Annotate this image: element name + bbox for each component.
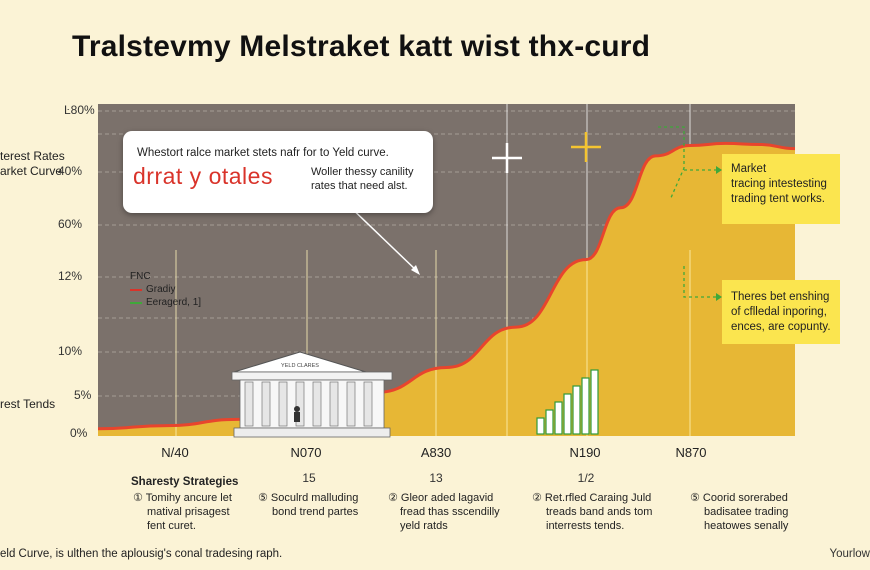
legend-swatch-red-icon (130, 288, 142, 291)
mini-bar (536, 417, 545, 435)
callout-headline: drrat y otales (133, 163, 273, 189)
bank-building-icon: YELD CLARES (231, 351, 393, 438)
legend-item-eeragerd: Eeragerd, 1] (130, 296, 201, 309)
callout-box: Whestort ralce market stets nafr for to … (123, 131, 433, 213)
x-tick-number: 15 (302, 471, 316, 485)
y-tick-label: Ŀ80% (64, 103, 95, 117)
callout-subtext-line: rates that need alst. (311, 180, 408, 192)
x-tick-label: N870 (675, 445, 707, 460)
side-label-interest-tends: rest Tends (0, 397, 56, 411)
y-tick-label: 40% (58, 164, 83, 178)
legend-label: Gradiy (146, 284, 176, 295)
side-label-interest-rates: terest Rates (0, 149, 65, 163)
strategy-item-1: ① Tomihy ancure let matival prisagest fe… (133, 492, 232, 532)
legend-item-gradiy: Gradiy (130, 283, 201, 296)
strategies-title: Sharesty Strategies (131, 476, 239, 488)
area-vertical-lines (175, 250, 691, 436)
strategy-item-2: ⑤ Soculrd malluding bond trend partes (258, 492, 359, 518)
note-line: of cflledal inporing, (731, 306, 827, 318)
x-tick-label: N/40 (161, 445, 189, 460)
callout-subtext-line: Woller thessy canility (311, 166, 414, 178)
legend-title: FNC (130, 271, 151, 282)
chart-title: Tralstevmy Melstraket katt wist thx-curd (72, 30, 651, 63)
note-bracket-1 (658, 126, 720, 201)
mini-bar-chart (536, 369, 599, 435)
yield-area (98, 143, 795, 437)
mini-bar (563, 393, 572, 435)
y-tick-label: 5% (74, 388, 92, 402)
crosshair-marker-yellow (571, 132, 601, 162)
note-bracket-2 (683, 266, 720, 298)
callout-pointer-head (411, 265, 420, 275)
note-arrow-1 (716, 166, 722, 174)
footer-brand: Yourlow (829, 548, 870, 560)
x-tick-label: N190 (569, 445, 601, 460)
note-line: trading tent works. (731, 193, 825, 205)
mini-bar (554, 401, 563, 435)
y-tick-label: 60% (58, 217, 83, 231)
note-line: ences, are copunty. (731, 321, 831, 333)
x-tick-label: A830 (420, 445, 452, 460)
mini-bar (581, 377, 590, 435)
note-line: tracing intestesting (731, 178, 827, 190)
x-tick-number: 1/2 (577, 471, 595, 485)
note-arrow-2 (716, 293, 722, 301)
note-box-theres: Theres bet enshing of cflledal inporing,… (722, 280, 840, 344)
side-label-market-curve: arket Curve (0, 164, 63, 178)
mini-bar (545, 409, 554, 435)
callout-subtext: Woller thessy canility rates that need a… (311, 165, 414, 193)
strategy-item-3: ② Gleor aded lagavid fread thas sscendil… (388, 492, 500, 532)
mini-bar (572, 385, 581, 435)
note-line: Market (731, 163, 767, 175)
x-tick-label: N070 (290, 445, 322, 460)
x-tick-number: 13 (429, 471, 443, 485)
mini-bar (590, 369, 599, 435)
note-line: Theres bet enshing (731, 291, 830, 303)
strategy-item-4: ② Ret.rfled Caraing Juld treads band and… (532, 492, 653, 532)
callout-text: Whestort ralce market stets nafr for to … (137, 147, 389, 159)
note-box-market: Market tracing intestesting trading tent… (722, 154, 840, 224)
footer-caption: eld Curve, is ulthen the aplousig's cona… (0, 548, 283, 560)
y-tick-label: 12% (58, 269, 83, 283)
legend-label: Eeragerd, 1] (146, 297, 202, 308)
legend-swatch-green-icon (130, 301, 142, 304)
y-tick-label: 10% (58, 344, 83, 358)
building-label: YELD CLARES (281, 363, 319, 369)
strategy-item-5: ⑤ Coorid sorerabed badisatee trading hea… (690, 492, 789, 532)
legend: FNC Gradiy Eeragerd, 1] (130, 270, 201, 309)
y-tick-label: 0% (70, 426, 88, 440)
crosshair-marker-white (492, 143, 522, 173)
